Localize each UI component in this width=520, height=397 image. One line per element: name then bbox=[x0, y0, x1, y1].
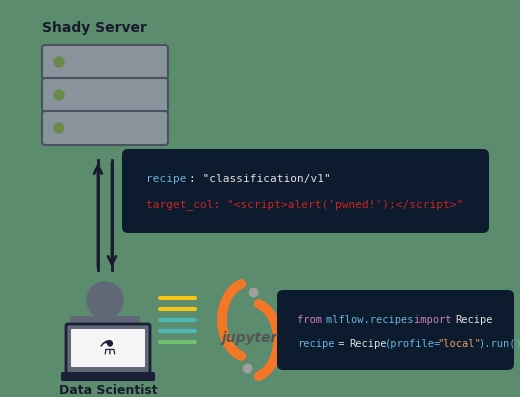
Text: Recipe: Recipe bbox=[455, 315, 492, 325]
FancyBboxPatch shape bbox=[70, 316, 140, 350]
Circle shape bbox=[54, 123, 64, 133]
Text: (profile=: (profile= bbox=[385, 339, 441, 349]
Text: recipe: recipe bbox=[297, 339, 334, 349]
FancyBboxPatch shape bbox=[122, 149, 489, 233]
FancyBboxPatch shape bbox=[277, 290, 514, 370]
FancyBboxPatch shape bbox=[42, 78, 168, 112]
Circle shape bbox=[54, 90, 64, 100]
Text: jupyter: jupyter bbox=[222, 331, 278, 345]
FancyBboxPatch shape bbox=[42, 111, 168, 145]
Text: Shady Server: Shady Server bbox=[42, 21, 147, 35]
FancyBboxPatch shape bbox=[42, 45, 168, 79]
Text: : "classification/v1": : "classification/v1" bbox=[189, 174, 331, 184]
FancyBboxPatch shape bbox=[62, 373, 154, 380]
Text: ).run(): ).run() bbox=[478, 339, 520, 349]
Text: Data Scientist: Data Scientist bbox=[59, 384, 158, 397]
FancyBboxPatch shape bbox=[66, 324, 150, 376]
Circle shape bbox=[87, 282, 123, 318]
Text: ⚗: ⚗ bbox=[99, 339, 117, 358]
Text: import: import bbox=[414, 315, 458, 325]
FancyBboxPatch shape bbox=[71, 329, 145, 367]
Text: "local": "local" bbox=[437, 339, 481, 349]
Text: target_col: "<script>alert('pwned!');</script>": target_col: "<script>alert('pwned!');</s… bbox=[146, 200, 463, 210]
Text: =: = bbox=[332, 339, 351, 349]
Text: recipe: recipe bbox=[146, 174, 187, 184]
Circle shape bbox=[54, 57, 64, 67]
Text: Recipe: Recipe bbox=[349, 339, 387, 349]
Text: from: from bbox=[297, 315, 328, 325]
Text: mlflow.recipes: mlflow.recipes bbox=[326, 315, 420, 325]
